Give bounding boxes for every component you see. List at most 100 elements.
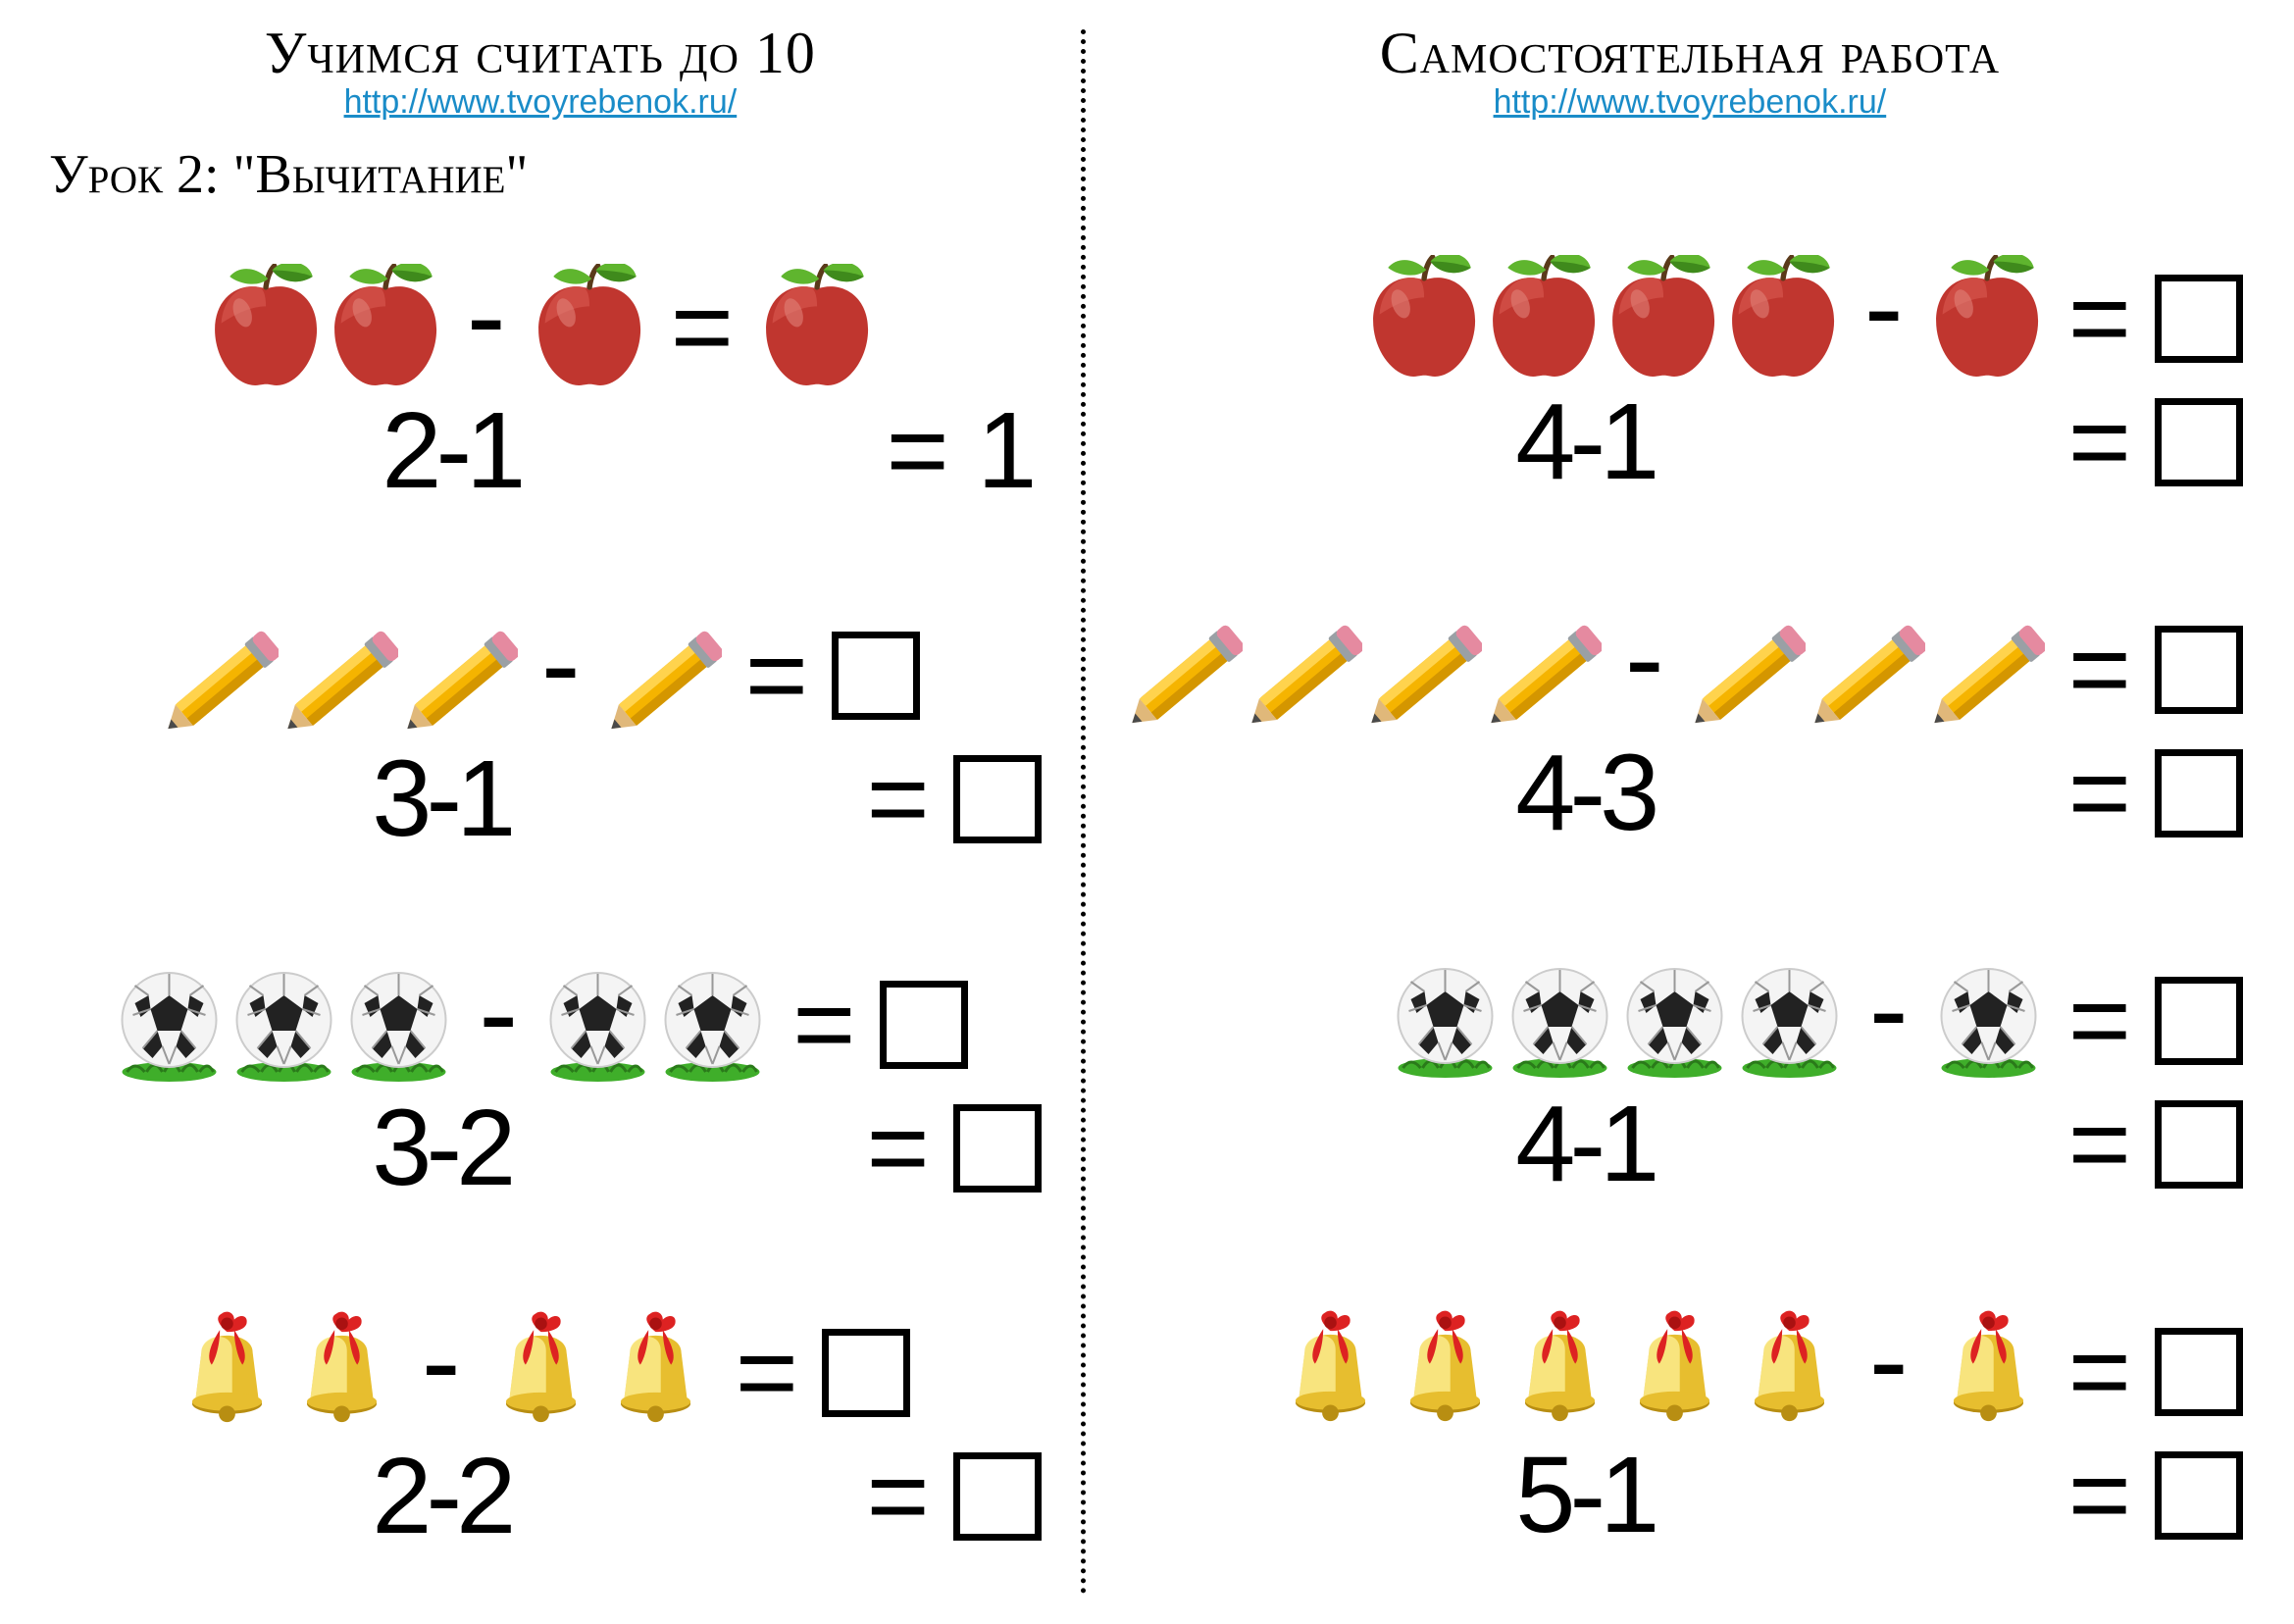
problem-icon-row: - = <box>1125 957 2255 1085</box>
equals-sign: = <box>861 745 936 853</box>
problem-text-row: 4-1 = <box>1125 388 2255 496</box>
problem: - = 2-1 = 1 <box>39 264 1042 505</box>
answer-text: 1 <box>973 397 1042 505</box>
left-url[interactable]: http://www.tvoyrebenok.ru/ <box>29 83 1051 122</box>
apple-icon <box>1484 255 1602 382</box>
pencil-icon <box>1688 606 1806 734</box>
ball-icon <box>113 966 226 1084</box>
answer-box[interactable] <box>2155 275 2243 363</box>
subtrahend-group <box>484 1309 712 1437</box>
minus-sign: - <box>1859 248 1910 366</box>
bell-icon <box>484 1309 597 1437</box>
answer-box[interactable] <box>822 1329 910 1417</box>
answer-box[interactable] <box>953 1104 1042 1193</box>
answer-box[interactable] <box>2155 398 2243 486</box>
apple-icon <box>1364 255 1482 382</box>
minus-sign: - <box>416 1302 467 1420</box>
equals-sign: = <box>730 1319 804 1427</box>
problem-text-row: 3-1 = <box>39 745 1042 853</box>
pencil-icon <box>400 612 518 739</box>
answer-box[interactable] <box>2155 749 2243 837</box>
minuend-group <box>171 1309 398 1437</box>
left-panel: Учимся считать до 10 http://www.tvoyrebe… <box>0 0 1081 1624</box>
right-url[interactable]: http://www.tvoyrebenok.ru/ <box>1115 83 2265 122</box>
equation-text: 3-1 <box>372 745 510 853</box>
pencil-icon <box>280 612 398 739</box>
problem: - = 4-3 = <box>1125 606 2255 847</box>
bell-icon <box>1389 1308 1502 1436</box>
problem-icon-row: - = <box>1125 255 2255 382</box>
right-panel: Самостоятельная работа http://www.tvoyre… <box>1086 0 2294 1624</box>
pencil-icon <box>161 612 279 739</box>
ball-icon <box>228 966 340 1084</box>
subtrahend-group <box>1932 1308 2045 1436</box>
ball-icon <box>541 966 654 1084</box>
equals-sign: = <box>881 397 955 505</box>
equals-sign: = <box>861 1443 936 1550</box>
right-title: Самостоятельная работа <box>1115 20 2265 87</box>
ball-icon <box>342 966 455 1084</box>
problem-text-row: 4-3 = <box>1125 739 2255 847</box>
subtrahend-group <box>1688 606 2045 734</box>
equals-sign: = <box>2063 616 2137 724</box>
minus-sign: - <box>1619 599 1670 717</box>
pencil-icon <box>1927 606 2045 734</box>
equals-sign: = <box>787 971 861 1079</box>
pencil-icon <box>1484 606 1602 734</box>
answer-box[interactable] <box>832 632 920 720</box>
problem-icon-row: - = <box>1125 606 2255 734</box>
pencil-icon <box>1125 606 1243 734</box>
ball-icon <box>1932 962 2045 1080</box>
right-header: Самостоятельная работа http://www.tvoyre… <box>1115 20 2265 122</box>
minuend-group <box>206 264 443 391</box>
answer-box[interactable] <box>2155 977 2243 1065</box>
subtrahend-group <box>541 966 769 1084</box>
left-problems: - = 2-1 = 1 - = 3-1 = - <box>29 210 1051 1604</box>
ball-icon <box>1389 962 1502 1080</box>
bell-icon <box>171 1309 283 1437</box>
equals-sign: = <box>665 274 739 381</box>
equation-text: 4-1 <box>1515 1091 1654 1198</box>
pencil-icon <box>604 612 722 739</box>
problem: - = 3-2 = <box>39 961 1042 1202</box>
answer-box[interactable] <box>953 755 1042 843</box>
equals-sign: = <box>2063 388 2137 496</box>
apple-icon <box>326 264 443 391</box>
minus-sign: - <box>1863 950 1914 1068</box>
bell-icon <box>1504 1308 1616 1436</box>
pencil-icon <box>1245 606 1362 734</box>
problem-icon-row: - = <box>39 1309 1042 1437</box>
equation-text: 5-1 <box>1515 1442 1654 1549</box>
answer-box[interactable] <box>2155 626 2243 714</box>
problem-icon-row: - = <box>39 264 1042 391</box>
subtrahend-group <box>530 264 647 391</box>
left-title: Учимся считать до 10 <box>29 20 1051 87</box>
problem: - = 2-2 = <box>39 1309 1042 1550</box>
bell-icon <box>285 1309 398 1437</box>
answer-box[interactable] <box>2155 1328 2243 1416</box>
bell-icon <box>1932 1308 2045 1436</box>
ball-icon <box>1618 962 1731 1080</box>
bell-icon <box>1733 1308 1846 1436</box>
bell-icon <box>1618 1308 1731 1436</box>
answer-box[interactable] <box>2155 1100 2243 1189</box>
minus-sign: - <box>535 605 586 723</box>
minuend-group <box>113 966 455 1084</box>
bell-icon <box>599 1309 712 1437</box>
minuend-group <box>1274 1308 1846 1436</box>
problem-text-row: 4-1 = <box>1125 1091 2255 1198</box>
problem-text-row: 2-1 = 1 <box>39 397 1042 505</box>
ball-icon <box>1504 962 1616 1080</box>
subtrahend-group <box>604 612 722 739</box>
problem-text-row: 2-2 = <box>39 1443 1042 1550</box>
equals-sign: = <box>739 622 814 730</box>
answer-box[interactable] <box>953 1452 1042 1541</box>
problem-text-row: 3-2 = <box>39 1094 1042 1202</box>
answer-box[interactable] <box>2155 1451 2243 1540</box>
minuend-group <box>1389 962 1846 1080</box>
answer-box[interactable] <box>880 981 968 1069</box>
equation-text: 4-1 <box>1515 388 1654 496</box>
minus-sign: - <box>461 257 512 375</box>
problem: - = 4-1 = <box>1125 255 2255 496</box>
apple-icon <box>530 264 647 391</box>
